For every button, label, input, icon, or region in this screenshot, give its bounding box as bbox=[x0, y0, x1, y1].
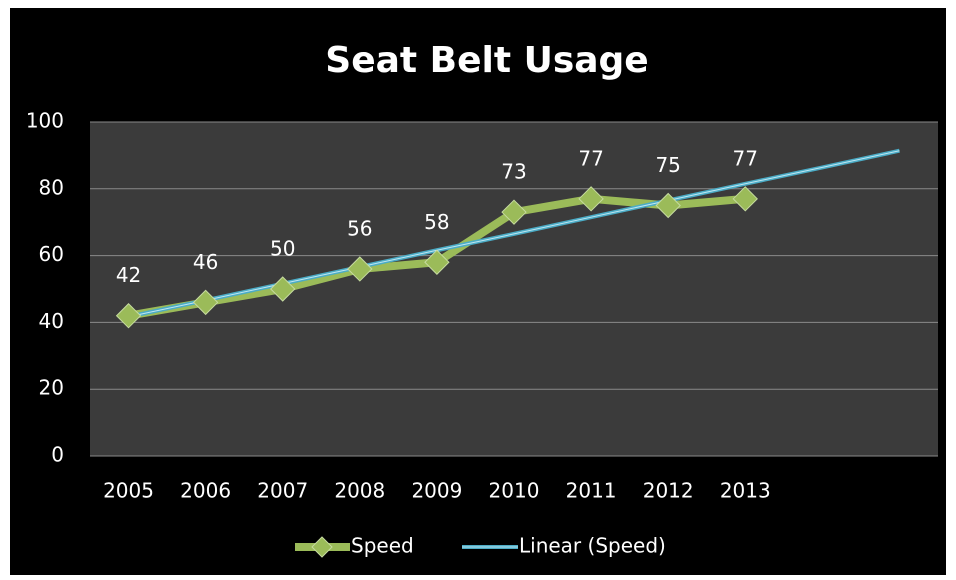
y-tick-label: 60 bbox=[39, 242, 64, 266]
marker bbox=[347, 256, 373, 282]
y-tick-label: 20 bbox=[39, 376, 64, 400]
marker bbox=[424, 249, 450, 275]
x-tick-label: 2007 bbox=[257, 479, 308, 503]
data-label: 42 bbox=[116, 263, 141, 287]
trend-line-highlight bbox=[128, 150, 900, 318]
y-tick-label: 0 bbox=[51, 443, 64, 467]
marker bbox=[655, 192, 681, 219]
data-label: 58 bbox=[424, 210, 449, 234]
data-label: 56 bbox=[347, 216, 372, 240]
x-tick-label: 2008 bbox=[334, 479, 385, 503]
data-label: 50 bbox=[270, 237, 295, 261]
marker bbox=[732, 186, 758, 212]
y-tick-label: 40 bbox=[39, 309, 64, 333]
y-tick-label: 80 bbox=[39, 175, 64, 199]
legend-label: Linear (Speed) bbox=[519, 534, 666, 558]
data-label: 75 bbox=[655, 153, 680, 177]
plot-area bbox=[90, 122, 938, 456]
legend-marker bbox=[311, 536, 333, 558]
x-tick-label: 2009 bbox=[411, 479, 462, 503]
chart-title: Seat Belt Usage bbox=[325, 40, 648, 81]
data-label: 77 bbox=[733, 146, 758, 170]
data-label: 77 bbox=[578, 146, 603, 170]
x-tick-label: 2006 bbox=[180, 479, 231, 503]
x-tick-label: 2011 bbox=[566, 479, 617, 503]
data-label: 46 bbox=[193, 250, 218, 274]
marker bbox=[192, 289, 219, 316]
marker bbox=[578, 186, 604, 212]
x-tick-label: 2005 bbox=[103, 479, 154, 503]
marker bbox=[115, 303, 142, 329]
x-tick-label: 2010 bbox=[489, 479, 540, 503]
y-tick-label: 100 bbox=[26, 109, 64, 133]
x-tick-label: 2012 bbox=[643, 479, 694, 503]
marker bbox=[270, 276, 296, 302]
x-tick-label: 2013 bbox=[720, 479, 771, 503]
data-label: 73 bbox=[501, 160, 526, 184]
legend-label: Speed bbox=[351, 534, 414, 558]
marker bbox=[501, 199, 527, 225]
